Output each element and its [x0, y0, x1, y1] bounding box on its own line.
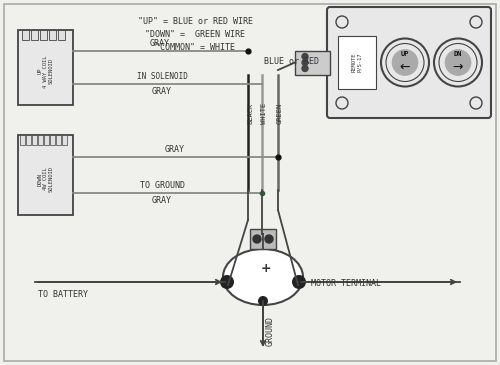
Text: WHITE: WHITE: [261, 102, 267, 124]
Circle shape: [258, 296, 268, 306]
Bar: [250, 229, 276, 249]
Text: MOTOR TERMINAL: MOTOR TERMINAL: [311, 280, 381, 288]
Bar: [338, 36, 376, 89]
Text: →: →: [453, 61, 463, 74]
Bar: [44, 135, 49, 145]
Bar: [18, 135, 73, 215]
Text: UP
4 WAY COIL
SOLENOID: UP 4 WAY COIL SOLENOID: [37, 55, 54, 88]
Circle shape: [392, 50, 418, 76]
Circle shape: [292, 275, 306, 289]
Text: GREEN: GREEN: [277, 102, 283, 124]
Text: TO BATTERY: TO BATTERY: [38, 290, 88, 299]
Bar: [31, 30, 38, 40]
Bar: [58, 30, 65, 40]
Text: GROUND: GROUND: [266, 316, 275, 346]
Text: IN SOLENOID: IN SOLENOID: [136, 72, 188, 81]
Bar: [20, 135, 25, 145]
Circle shape: [253, 235, 261, 243]
Text: "UP" = BLUE or RED WIRE: "UP" = BLUE or RED WIRE: [138, 17, 252, 26]
Circle shape: [445, 50, 471, 76]
Bar: [56, 135, 61, 145]
Bar: [32, 135, 37, 145]
Circle shape: [302, 65, 308, 72]
Bar: [50, 135, 55, 145]
Text: UP: UP: [401, 51, 409, 58]
Bar: [295, 50, 330, 74]
Bar: [38, 135, 43, 145]
Text: +: +: [260, 262, 272, 276]
Circle shape: [302, 54, 308, 59]
Text: GRAY: GRAY: [165, 145, 185, 154]
Text: BLUE or RED: BLUE or RED: [264, 57, 318, 66]
Circle shape: [302, 59, 308, 65]
Bar: [62, 135, 67, 145]
Text: REMOTE
P/S-17: REMOTE P/S-17: [352, 53, 362, 72]
Text: DOWN
4W COIL
SOLENOID: DOWN 4W COIL SOLENOID: [37, 166, 54, 192]
Bar: [49, 30, 56, 40]
Bar: [26, 135, 31, 145]
Text: GRAY: GRAY: [152, 196, 172, 205]
FancyBboxPatch shape: [327, 7, 491, 118]
Bar: [40, 30, 47, 40]
Circle shape: [265, 235, 273, 243]
Text: DN: DN: [454, 51, 462, 58]
Text: "COMMON" = WHITE: "COMMON" = WHITE: [155, 43, 235, 52]
Bar: [22, 30, 29, 40]
Bar: [18, 30, 73, 105]
Text: ←: ←: [400, 61, 410, 74]
Text: GRAY: GRAY: [150, 39, 170, 48]
Circle shape: [220, 275, 234, 289]
Text: BLACK: BLACK: [247, 102, 253, 124]
Text: "DOWN" =  GREEN WIRE: "DOWN" = GREEN WIRE: [145, 30, 245, 39]
Text: GRAY: GRAY: [152, 87, 172, 96]
Ellipse shape: [223, 249, 303, 305]
Text: TO GROUND: TO GROUND: [140, 181, 184, 189]
